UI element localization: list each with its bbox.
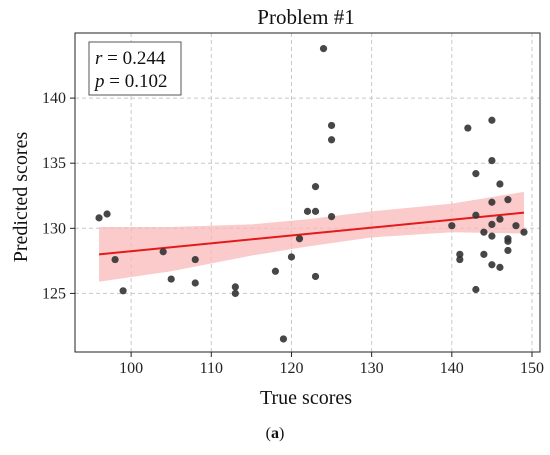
data-point xyxy=(480,228,488,236)
data-point xyxy=(488,220,496,228)
x-tick-label: 110 xyxy=(200,360,223,377)
caption-close: ) xyxy=(279,425,285,442)
data-point xyxy=(504,246,512,255)
data-point xyxy=(327,136,336,144)
stats-r: r = 0.244 xyxy=(95,48,166,69)
data-point xyxy=(480,250,488,258)
fit-line xyxy=(98,211,525,256)
plot-frame xyxy=(74,32,541,353)
data-point xyxy=(496,215,504,223)
data-point xyxy=(472,211,480,219)
data-point xyxy=(327,121,336,130)
data-point xyxy=(464,124,472,132)
data-point xyxy=(520,228,528,236)
data-point xyxy=(271,267,280,275)
stats-r-value: 0.244 xyxy=(123,48,166,69)
data-point xyxy=(159,248,167,256)
confidence-band xyxy=(99,191,524,282)
y-axis-label: Predicted scores xyxy=(10,132,32,263)
data-point xyxy=(295,235,304,243)
data-point xyxy=(327,212,336,221)
data-point xyxy=(103,210,111,218)
x-tick-label: 100 xyxy=(119,360,143,377)
caption-letter: a xyxy=(271,425,279,442)
data-point xyxy=(279,335,288,343)
data-point xyxy=(119,287,127,295)
stats-p-label: p xyxy=(93,71,105,92)
data-point xyxy=(311,183,320,191)
stats-p-eq: = xyxy=(105,71,125,92)
data-point xyxy=(191,255,199,264)
data-point xyxy=(448,222,456,230)
data-point xyxy=(504,237,512,245)
data-point xyxy=(472,170,480,178)
stats-p-value: 0.102 xyxy=(125,71,168,92)
y-tick-label: 125 xyxy=(42,285,66,302)
data-point xyxy=(488,232,496,240)
data-point xyxy=(472,285,480,294)
data-point xyxy=(287,253,296,261)
stats-box: r = 0.244 p = 0.102 xyxy=(88,41,182,96)
data-point xyxy=(504,196,512,204)
data-point xyxy=(488,157,496,165)
data-point xyxy=(456,250,464,258)
data-point xyxy=(167,275,175,283)
data-point xyxy=(231,289,239,298)
stats-p: p = 0.102 xyxy=(93,71,167,92)
stats-r-eq: = xyxy=(102,48,122,69)
data-point xyxy=(111,255,119,264)
x-tick-label: 120 xyxy=(279,360,303,377)
data-point xyxy=(319,45,328,53)
data-point xyxy=(311,272,320,281)
data-point xyxy=(456,255,464,264)
data-point xyxy=(496,180,504,188)
x-tick-label: 150 xyxy=(520,360,544,377)
data-points xyxy=(95,45,528,343)
data-point xyxy=(191,279,199,287)
data-point xyxy=(496,263,504,271)
x-axis-ticks: 100 110 120 130 140 150 xyxy=(119,352,544,377)
confidence-band-layer xyxy=(99,191,524,282)
data-point xyxy=(512,222,520,230)
data-point xyxy=(488,198,496,206)
x-tick-label: 140 xyxy=(440,360,464,377)
y-tick-label: 140 xyxy=(42,90,66,107)
data-point xyxy=(311,207,320,215)
fit-line-layer xyxy=(98,211,525,256)
y-axis-ticks: 125 130 135 140 xyxy=(42,90,75,302)
caption-open: ( xyxy=(265,425,271,442)
data-point xyxy=(488,261,496,269)
figure-caption: (a) xyxy=(0,425,550,443)
chart-title: Problem #1 xyxy=(257,5,354,29)
x-tick-label: 130 xyxy=(360,360,384,377)
x-axis-label: True scores xyxy=(260,387,352,409)
scatter-chart: 100 110 120 130 140 150 125 130 135 140 Problem … xyxy=(10,5,544,409)
stats-r-label: r xyxy=(95,48,103,69)
data-point xyxy=(488,116,496,124)
y-tick-label: 135 xyxy=(42,155,66,172)
data-point xyxy=(231,283,239,291)
data-point xyxy=(303,207,312,215)
y-tick-label: 130 xyxy=(42,220,66,237)
data-point xyxy=(95,214,103,222)
